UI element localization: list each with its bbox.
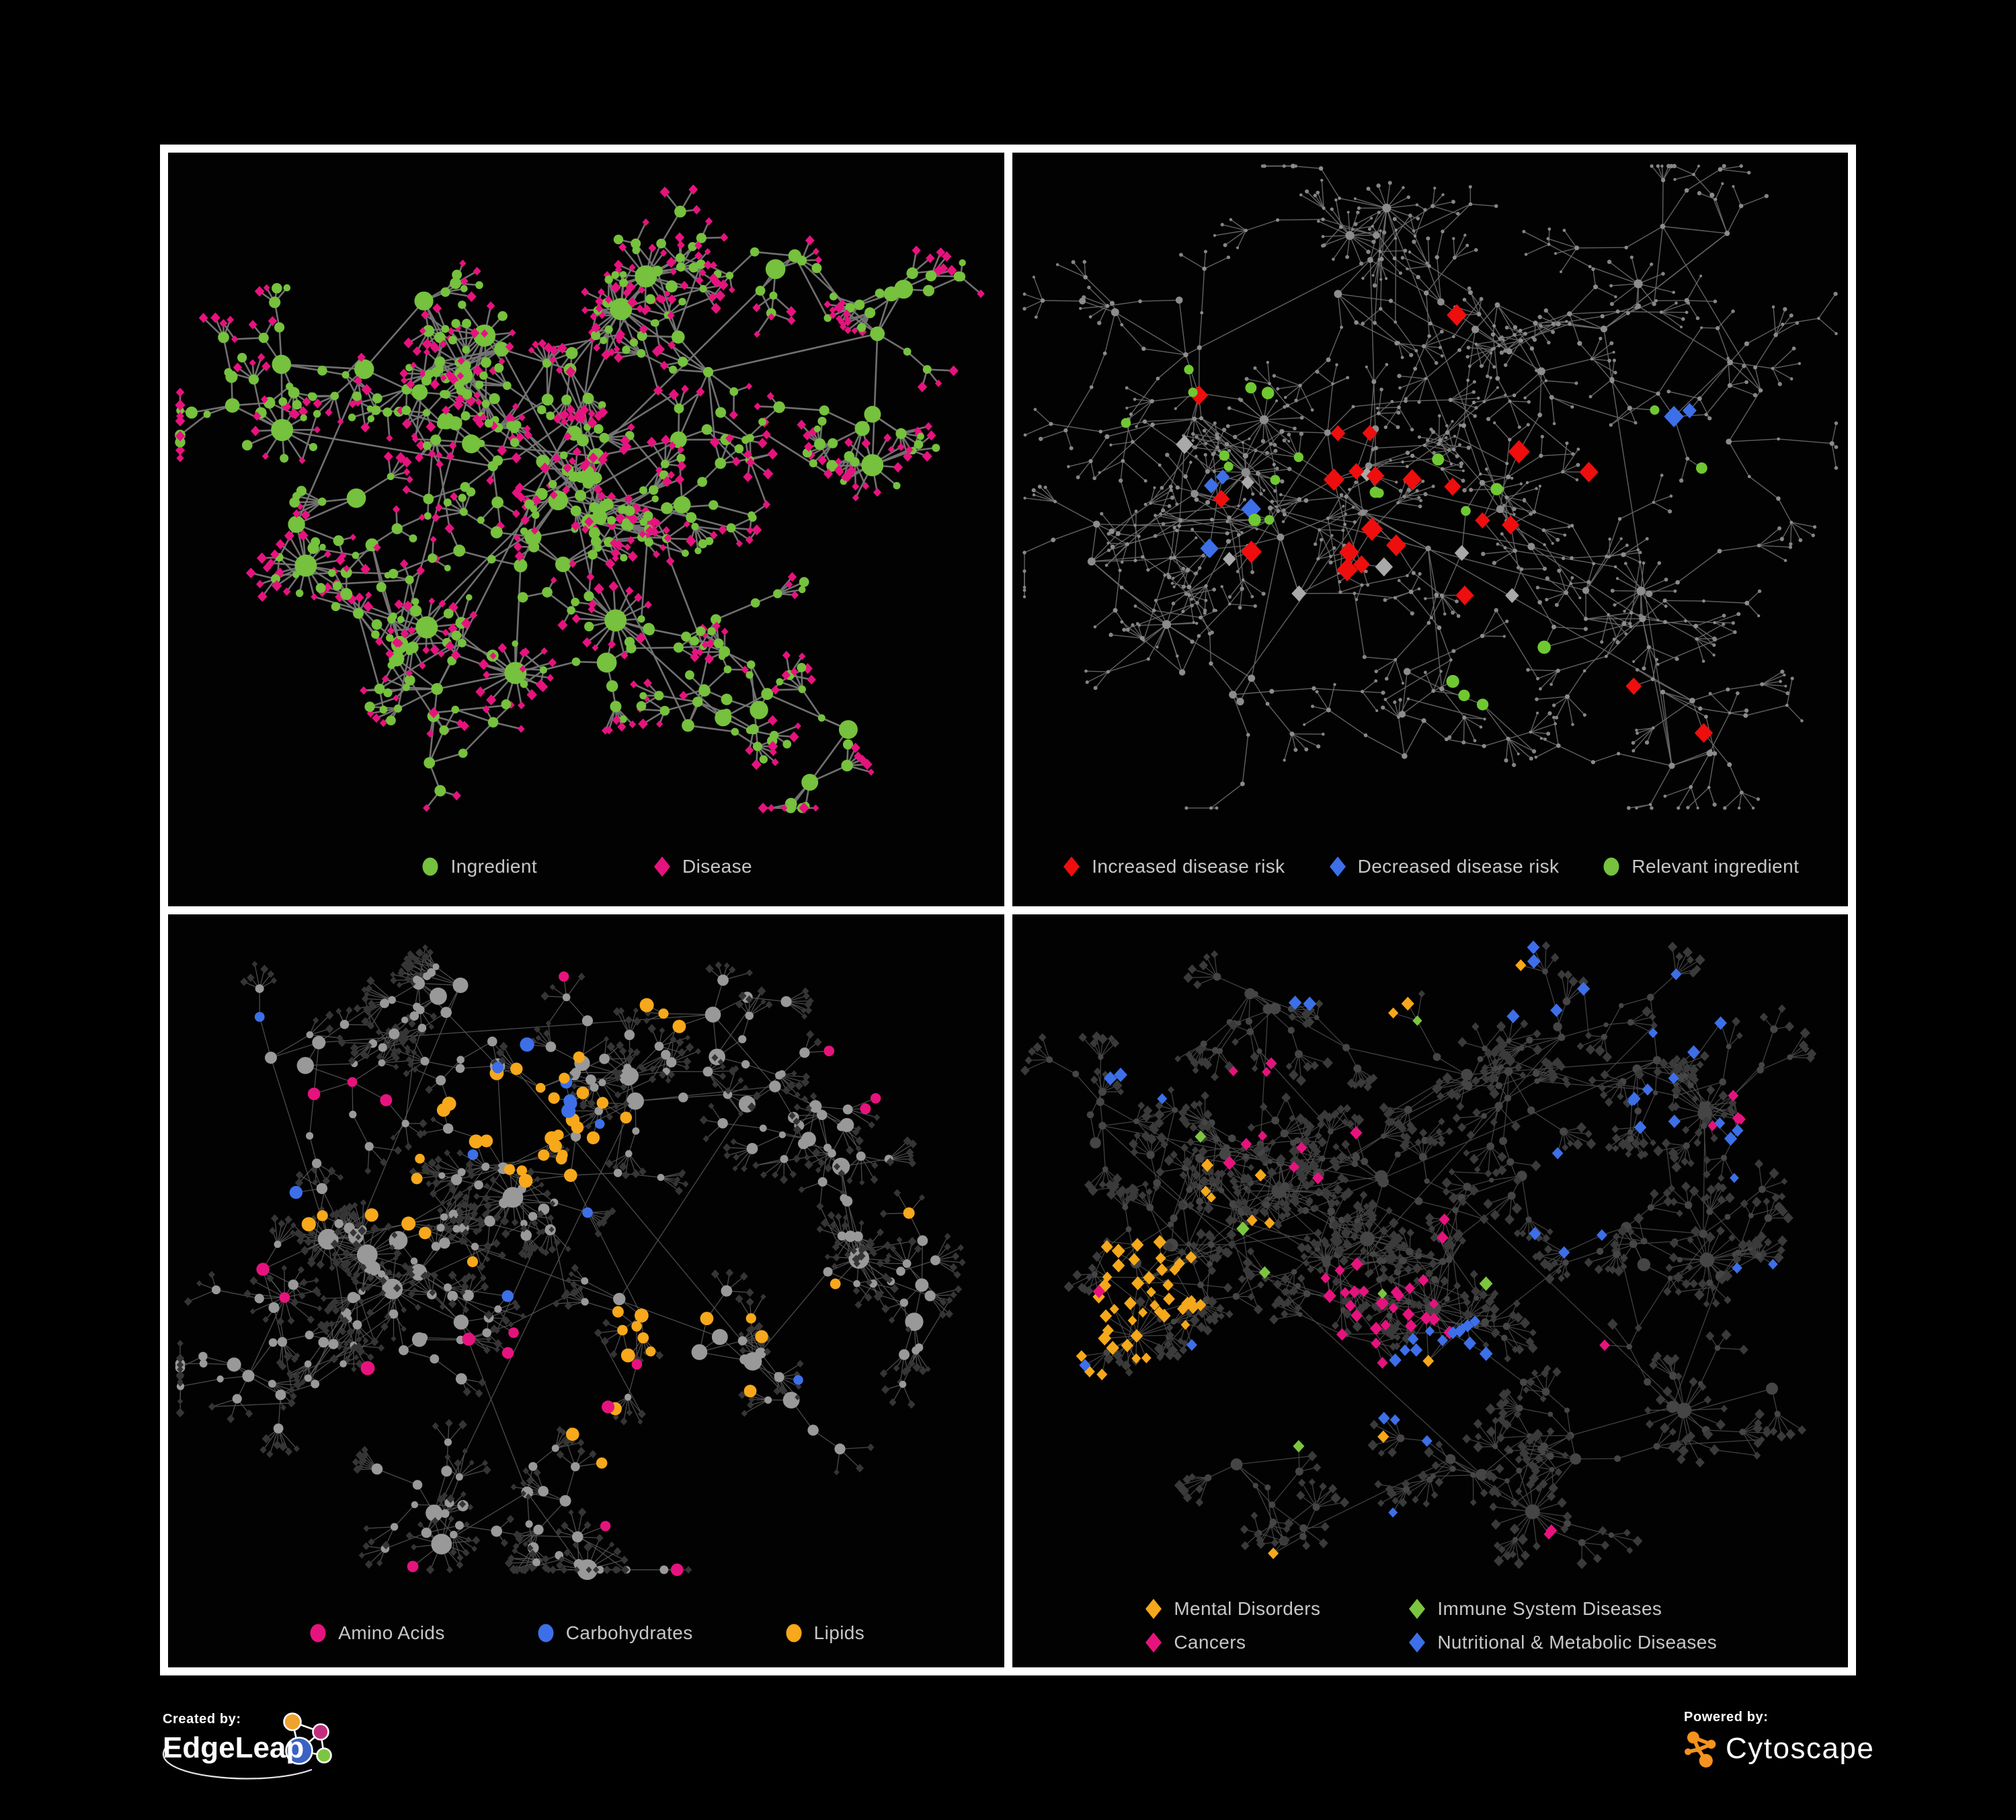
- legend-circle-marker-icon: [310, 1624, 326, 1643]
- network-graph-disease-category: [1020, 940, 1816, 1569]
- nodes-layer: [175, 943, 966, 1580]
- legend-label: Amino Acids: [338, 1622, 445, 1643]
- edgeleap-brand: EdgeLeap: [163, 1731, 305, 1764]
- logo-green-node-icon: [316, 1747, 332, 1764]
- legend-nutrient-class: Amino Acids Carbohydrates Lipids: [168, 1622, 1004, 1645]
- cytoscape-logo-icon: [1685, 1731, 1716, 1768]
- panel-ingredient-disease: Ingredient Disease: [168, 153, 1004, 906]
- legend-item-decreased-disease-risk: Decreased disease risk: [1327, 855, 1560, 878]
- legend-diamond-marker-icon: [1145, 1632, 1162, 1653]
- edges-layer: [179, 946, 963, 1570]
- logo-orange-node-icon: [283, 1712, 302, 1731]
- legend-item-increased-disease-risk: Increased disease risk: [1061, 855, 1285, 878]
- legend-ingredient-disease: Ingredient Disease: [168, 855, 1004, 878]
- edges-layer: [1023, 165, 1837, 809]
- legend-item-immune-system-diseases: Immune System Diseases: [1406, 1597, 1717, 1620]
- legend-label: Nutritional & Metabolic Diseases: [1437, 1632, 1718, 1653]
- edgeleap-logo: [163, 1712, 332, 1780]
- legend-item-relevant-ingredient: Relevant ingredient: [1601, 855, 1799, 878]
- legend-item-nutritional-metabolic-diseases: Nutritional & Metabolic Diseases: [1406, 1631, 1717, 1654]
- legend-disease-category: Mental Disorders Immune System Diseases Ca…: [1012, 1597, 1849, 1654]
- panel-disease-risk: Increased disease risk Decreased disease …: [1012, 153, 1849, 906]
- cytoscape-brand: Cytoscape: [1726, 1732, 1875, 1765]
- legend-label: Ingredient: [450, 855, 538, 877]
- legend-diamond-marker-icon: [1063, 856, 1080, 877]
- legend-label: Lipids: [813, 1622, 865, 1643]
- legend-item-cancers: Cancers: [1143, 1631, 1406, 1654]
- legend-disease-risk: Increased disease risk Decreased disease …: [1012, 855, 1849, 878]
- powered-by-block: Powered by: Cytoscape: [1684, 1710, 1993, 1797]
- legend-label: Increased disease risk: [1092, 855, 1285, 877]
- created-by-block: Created by: EdgeLeap: [163, 1712, 512, 1806]
- logo-magenta-node-icon: [312, 1723, 329, 1741]
- network-graph-ingredient-disease: [175, 184, 985, 814]
- panel-grid: Ingredient Disease Increased disease risk…: [160, 145, 1856, 1675]
- panel-nutrient-class: Amino Acids Carbohydrates Lipids: [168, 914, 1004, 1667]
- highlight-nodes-layer: [254, 971, 915, 1576]
- network-graph-disease-risk: [1022, 163, 1838, 810]
- legend-diamond-marker-icon: [654, 856, 671, 877]
- panel-disease-category: Mental Disorders Immune System Diseases Ca…: [1012, 914, 1849, 1667]
- legend-item-mental-disorders: Mental Disorders: [1143, 1597, 1406, 1620]
- legend-label: Immune System Diseases: [1437, 1598, 1662, 1619]
- legend-circle-marker-icon: [1603, 857, 1619, 875]
- created-by-label: Created by:: [163, 1712, 241, 1727]
- legend-diamond-marker-icon: [1409, 1632, 1426, 1653]
- edgeleap-node-cluster-icon: [283, 1712, 332, 1765]
- legend-circle-marker-icon: [786, 1624, 802, 1643]
- legend-circle-marker-icon: [538, 1624, 554, 1643]
- legend-item-lipids: Lipids: [783, 1622, 865, 1645]
- legend-item-amino-acids: Amino Acids: [307, 1622, 444, 1645]
- nodes-layer: [1022, 163, 1838, 810]
- legend-diamond-marker-icon: [1409, 1599, 1426, 1619]
- legend-label: Carbohydrates: [565, 1622, 693, 1643]
- legend-diamond-marker-icon: [1145, 1599, 1162, 1619]
- powered-by-label: Powered by:: [1684, 1710, 1769, 1725]
- edgeleap-swoosh-icon: [163, 1747, 313, 1780]
- legend-circle-marker-icon: [422, 857, 438, 875]
- legend-label: Decreased disease risk: [1357, 855, 1560, 877]
- nodes-layer: [175, 184, 985, 814]
- network-graph-nutrient-class: [175, 943, 966, 1580]
- legend-label: Disease: [682, 855, 752, 877]
- legend-item-ingredient: Ingredient: [419, 855, 537, 878]
- logo-blue-node-icon: [285, 1737, 313, 1765]
- legend-item-carbohydrates: Carbohydrates: [535, 1622, 693, 1645]
- legend-label: Cancers: [1174, 1632, 1246, 1653]
- legend-label: Mental Disorders: [1174, 1598, 1321, 1619]
- highlight-nodes-layer: [1121, 304, 1713, 743]
- legend-diamond-marker-icon: [1329, 856, 1346, 877]
- legend-label: Relevant ingredient: [1631, 855, 1800, 877]
- legend-item-disease: Disease: [651, 855, 752, 878]
